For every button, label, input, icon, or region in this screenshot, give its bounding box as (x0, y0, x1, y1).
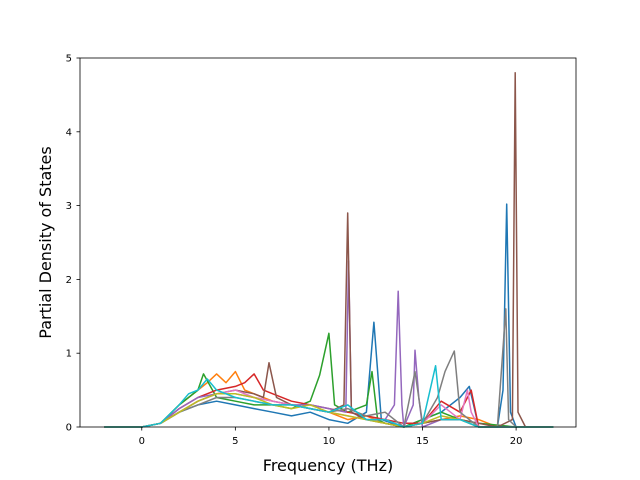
x-tick-label: 15 (416, 436, 429, 447)
y-tick-label: 2 (66, 275, 72, 286)
x-axis-ticks: 0 5 10 15 20 (139, 427, 523, 447)
y-tick-label: 5 (66, 54, 72, 65)
y-tick-label: 3 (66, 201, 72, 212)
y-tick-label: 1 (66, 349, 72, 360)
x-tick-label: 20 (510, 436, 523, 447)
series-line-10 (104, 364, 554, 428)
x-tick-label: 0 (139, 436, 145, 447)
y-axis-label: Partial Density of States (36, 146, 55, 338)
x-axis-label: Frequency (THz) (263, 456, 393, 475)
series-line-1 (104, 203, 554, 428)
series-line-3 (104, 332, 554, 428)
series-line-9 (104, 393, 554, 428)
y-tick-label: 4 (66, 127, 72, 138)
x-tick-label: 5 (232, 436, 238, 447)
y-tick-label: 0 (66, 423, 72, 434)
series-layer (104, 72, 554, 428)
plot-area-frame (79, 57, 577, 428)
x-tick-label: 10 (323, 436, 336, 447)
y-axis-ticks: 0 1 2 3 4 5 (66, 54, 80, 434)
